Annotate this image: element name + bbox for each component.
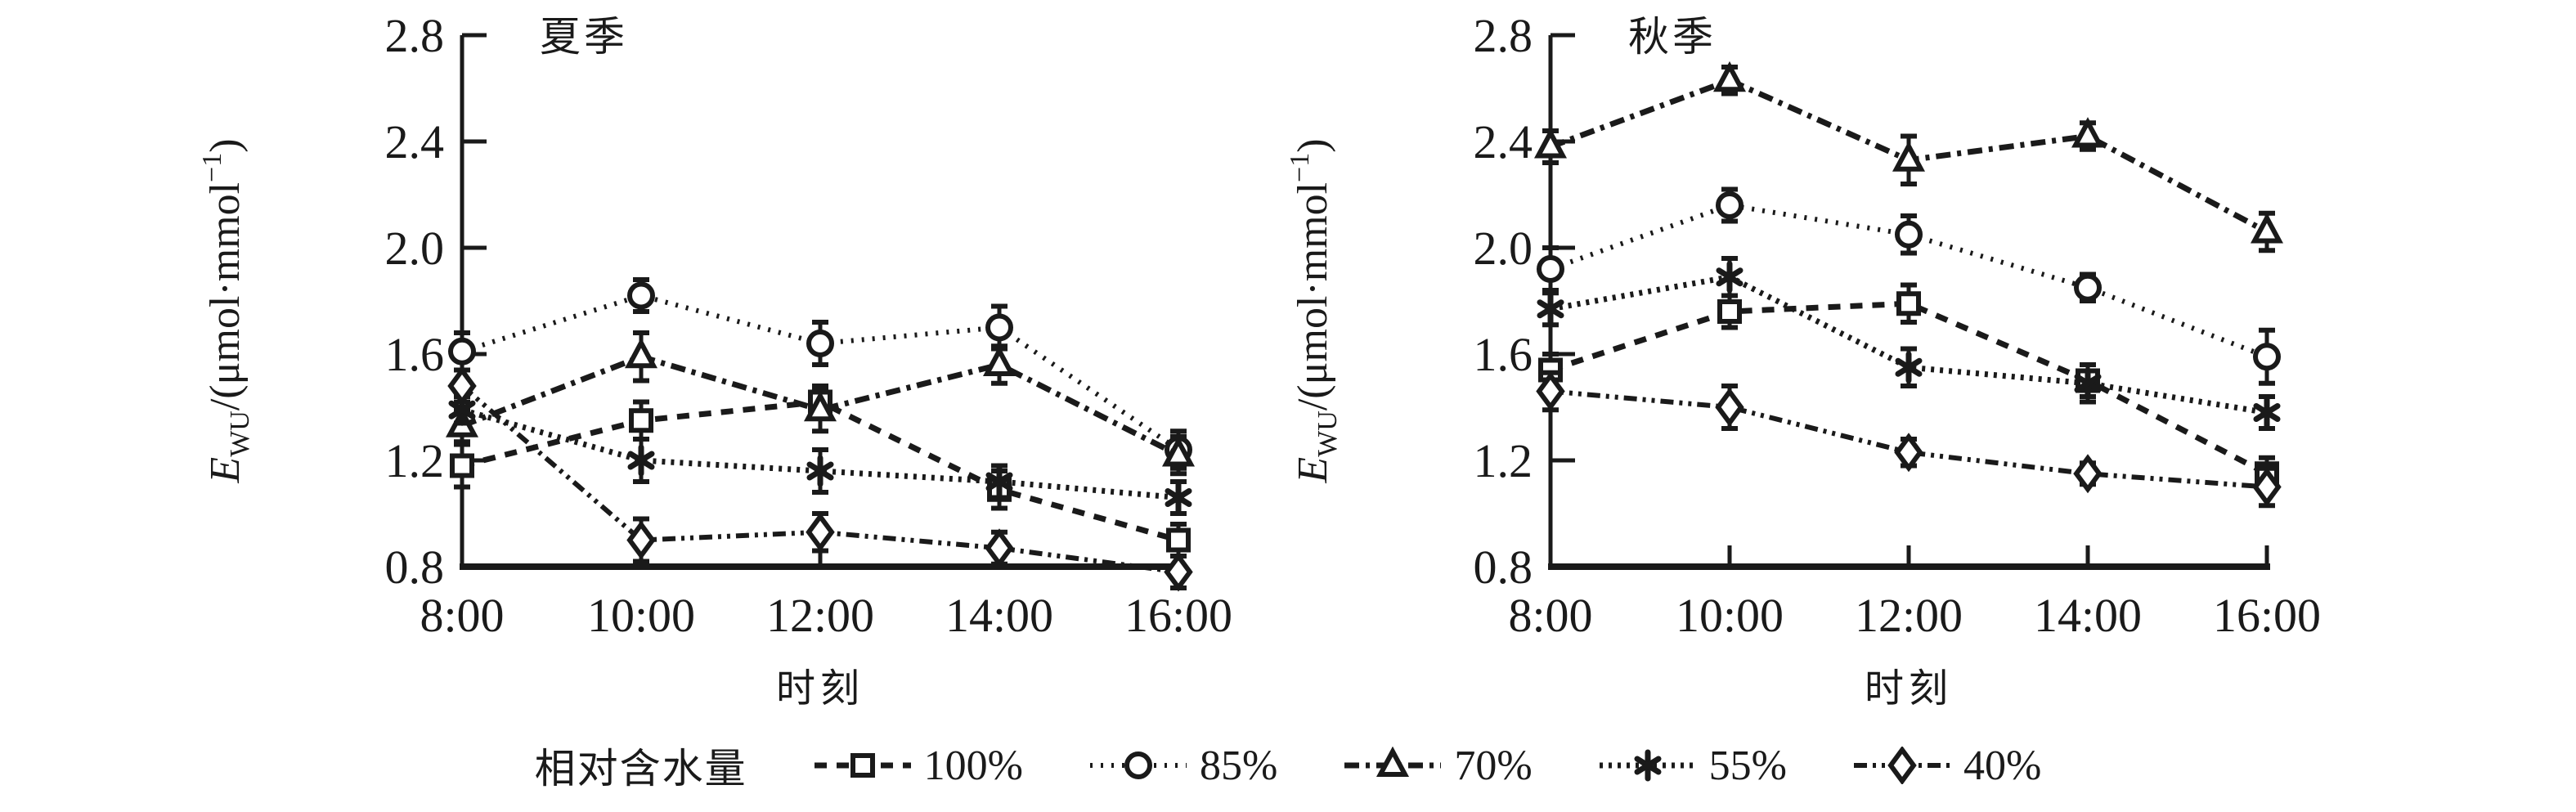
svg-text:EWU/(μmol·mmol−1): EWU/(μmol·mmol−1) <box>1288 138 1343 483</box>
svg-text:10:00: 10:00 <box>1676 589 1784 642</box>
svg-text:1.6: 1.6 <box>385 328 445 381</box>
svg-text:2.8: 2.8 <box>385 9 445 62</box>
legend-item-70: 70% <box>1341 742 1533 790</box>
svg-text:2.4: 2.4 <box>1474 115 1533 168</box>
svg-text:14:00: 14:00 <box>945 589 1053 642</box>
svg-text:2.8: 2.8 <box>1474 9 1533 62</box>
svg-text:12:00: 12:00 <box>1855 589 1963 642</box>
legend-item-label: 85% <box>1200 742 1278 789</box>
legend: 相对含水量 100% 85% 70% 55% 40% <box>0 725 2576 806</box>
svg-text:2.0: 2.0 <box>385 222 445 275</box>
legend-item-40: 40% <box>1851 742 2041 790</box>
svg-text:8:00: 8:00 <box>420 589 504 642</box>
svg-text:12:00: 12:00 <box>766 589 874 642</box>
autumn-chart: 0.8 1.2 1.6 2.0 2.4 2.8 8:00 10:00 12:00 14:00 16:… <box>1288 9 2321 711</box>
svg-text:夏季: 夏季 <box>540 14 628 60</box>
svg-text:2.0: 2.0 <box>1474 222 1533 275</box>
svg-text:14:00: 14:00 <box>2034 589 2142 642</box>
svg-text:0.8: 0.8 <box>1474 541 1533 594</box>
legend-item-label: 40% <box>1963 742 2042 789</box>
legend-item-55: 55% <box>1596 742 1787 790</box>
diamond-marker-icon <box>1851 745 1954 786</box>
svg-text:时刻: 时刻 <box>776 667 864 711</box>
triangle-marker-icon <box>1341 746 1444 784</box>
legend-title: 相对含水量 <box>534 746 747 792</box>
svg-text:0.8: 0.8 <box>385 541 445 594</box>
svg-text:16:00: 16:00 <box>2213 589 2321 642</box>
svg-text:10:00: 10:00 <box>587 589 695 642</box>
svg-text:EWU/(μmol·mmol−1): EWU/(μmol·mmol−1) <box>197 138 255 483</box>
square-marker-icon <box>811 747 914 784</box>
legend-item-label: 55% <box>1708 742 1787 789</box>
svg-text:1.6: 1.6 <box>1474 328 1533 381</box>
svg-text:1.2: 1.2 <box>1474 434 1533 487</box>
legend-item-85: 85% <box>1087 742 1277 790</box>
svg-text:2.4: 2.4 <box>385 115 445 168</box>
legend-item-100: 100% <box>811 742 1023 790</box>
legend-item-label: 100% <box>923 742 1023 789</box>
svg-text:秋季: 秋季 <box>1628 14 1717 60</box>
svg-text:16:00: 16:00 <box>1124 589 1232 642</box>
svg-text:时刻: 时刻 <box>1865 667 1953 711</box>
summer-chart: 0.8 1.2 1.6 2.0 2.4 2.8 8:00 10:00 12:00 14:00 16:… <box>197 9 1232 711</box>
svg-text:8:00: 8:00 <box>1508 589 1592 642</box>
circle-marker-icon <box>1087 747 1190 784</box>
legend-item-label: 70% <box>1454 742 1533 789</box>
asterisk-marker-icon <box>1596 747 1699 784</box>
svg-text:1.2: 1.2 <box>385 434 445 487</box>
